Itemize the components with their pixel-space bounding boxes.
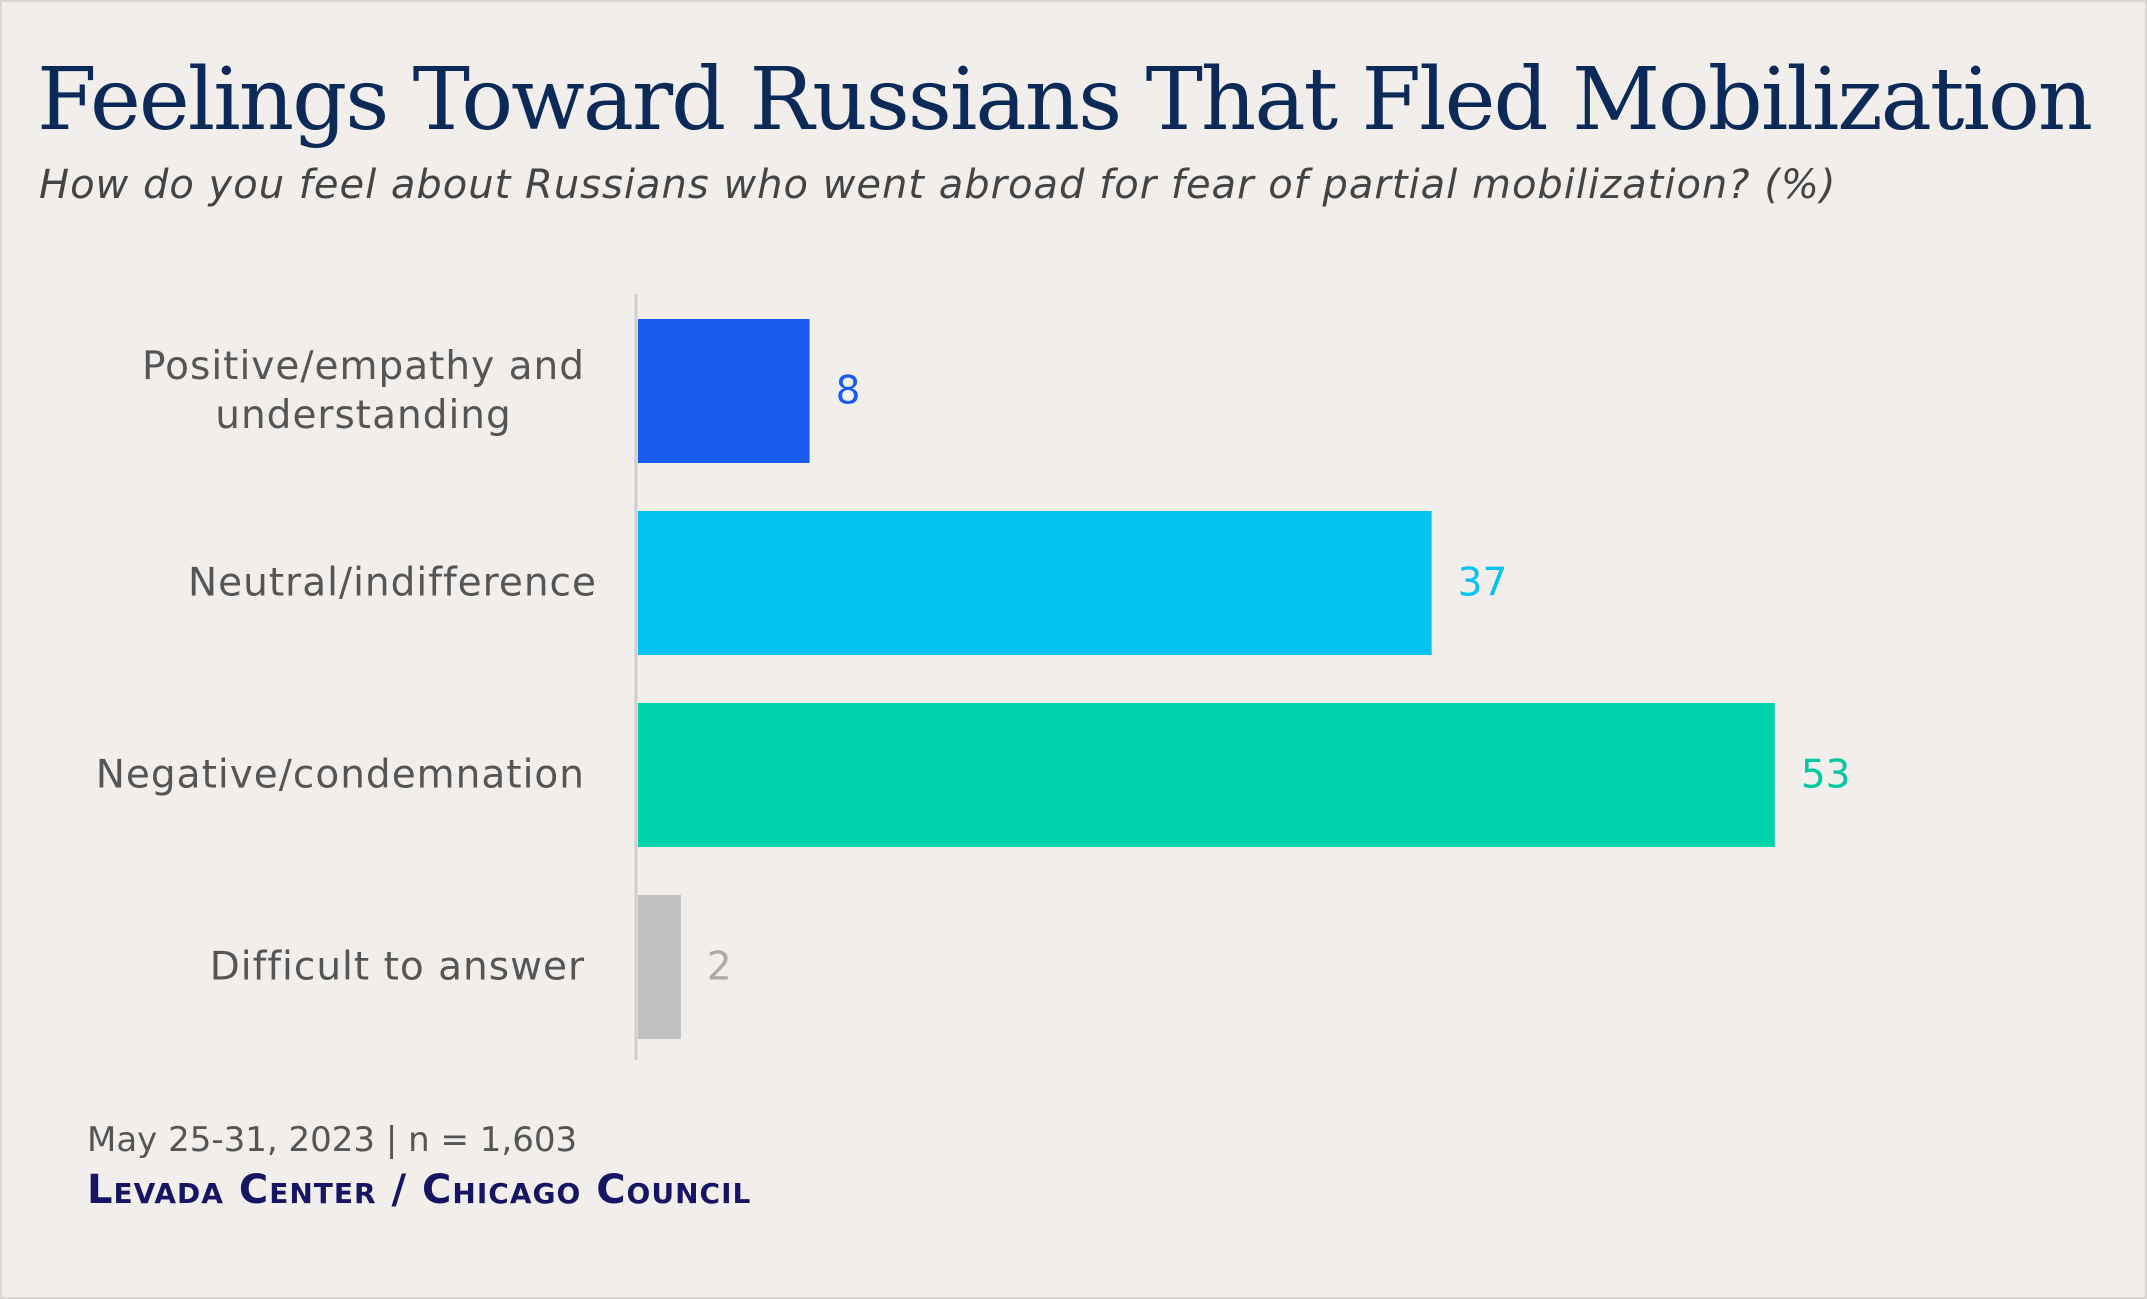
category-label-positive-empathy-and-understanding: Positive/empathy and understanding (142, 344, 585, 438)
chart-title: Feelings Toward Russians That Fled Mobil… (37, 50, 2093, 150)
value-label-difficult-to-answer: 2 (707, 945, 732, 990)
bar-group: 8 Positive/empathy and understanding 37 Neut… (96, 319, 1851, 1039)
survey-date-note: May 25-31, 2023 | n = 1,603 (87, 1120, 578, 1160)
chart-subtitle: How do you feel about Russians who went … (39, 162, 1837, 208)
bar-negative-condemnation (638, 703, 1775, 847)
category-label-neutral-indifference: Neutral/indifference (188, 561, 597, 606)
bar-chart: 8 Positive/empathy and understanding 37 Neut… (96, 294, 1851, 1060)
category-label-negative-condemnation: Negative/condemnation (96, 753, 585, 798)
source-credit: Levada Center / Chicago Council (87, 1167, 752, 1213)
bar-neutral-indifference (638, 511, 1432, 655)
bar-difficult-to-answer (638, 895, 681, 1039)
bar-positive-empathy-and-understanding (638, 319, 810, 463)
value-label-negative-condemnation: 53 (1801, 753, 1851, 798)
value-label-neutral-indifference: 37 (1458, 561, 1508, 606)
category-label-difficult-to-answer: Difficult to answer (210, 945, 585, 990)
value-label-positive-empathy-and-understanding: 8 (836, 369, 861, 414)
